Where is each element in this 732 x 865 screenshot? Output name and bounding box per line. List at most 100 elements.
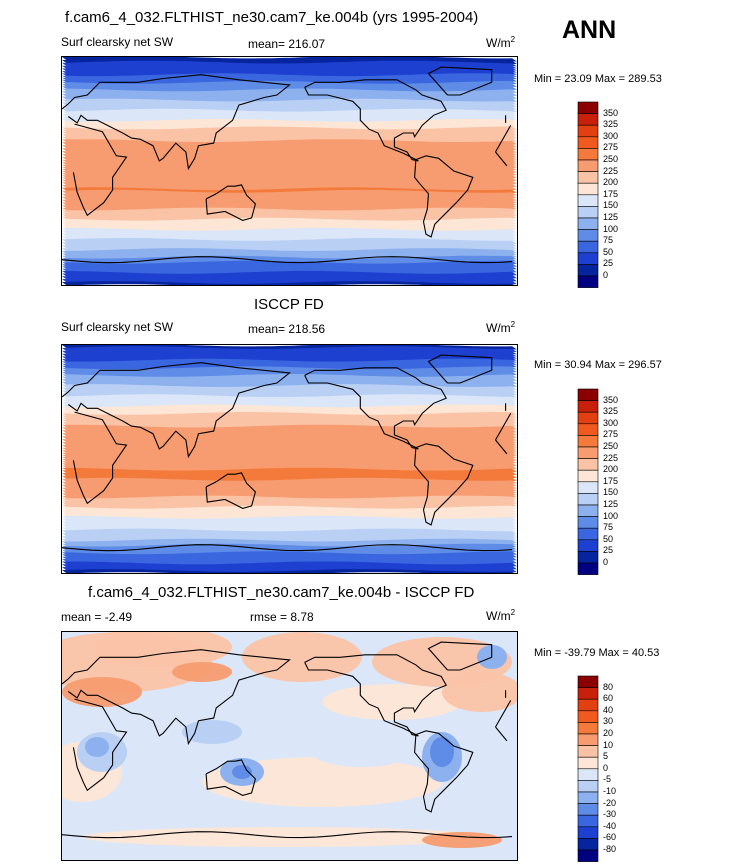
colorbar-tick-label: 25 xyxy=(603,545,614,556)
colorbar-tick-label: 100 xyxy=(603,510,619,521)
coastline-path xyxy=(72,123,512,217)
colorbar-tick-label: 225 xyxy=(603,165,619,176)
colorbar-tick-label: 350 xyxy=(603,107,619,118)
colorbar-swatch xyxy=(577,171,599,184)
colorbar-swatch xyxy=(577,493,599,506)
colorbar-tick-label: 125 xyxy=(603,499,619,509)
contour-band xyxy=(62,396,517,403)
contour-bands xyxy=(62,345,517,573)
colorbar-swatches xyxy=(577,388,599,575)
contour-band xyxy=(62,434,517,441)
coastline-antarctica xyxy=(62,544,513,552)
coastline-path xyxy=(304,79,447,162)
contour-band xyxy=(62,351,517,358)
coastlines xyxy=(62,641,513,839)
contour-bands xyxy=(62,57,517,285)
panel2-map xyxy=(61,344,518,574)
panel2-minmax: Min = 30.94 Max = 296.57 xyxy=(534,359,662,371)
colorbar-tick-label: 5 xyxy=(603,751,609,762)
panel1-map-svg xyxy=(62,57,517,285)
colorbar-tick-label: 275 xyxy=(603,142,619,153)
colorbar-tick-label: 300 xyxy=(603,130,619,141)
colorbar-swatch xyxy=(577,826,599,839)
colorbar-tick-label: 0 xyxy=(603,270,609,280)
coastline-path xyxy=(62,649,507,746)
contour-band xyxy=(62,281,515,285)
colorbar-swatch xyxy=(577,675,599,688)
contour-band xyxy=(62,60,517,67)
contour-band xyxy=(62,240,517,247)
panel2-title: ISCCP FD xyxy=(254,296,324,313)
colorbar-swatch xyxy=(577,527,599,541)
colorbar-swatch xyxy=(577,539,599,552)
colorbar-swatch xyxy=(577,159,599,172)
contour-band xyxy=(62,531,517,537)
contour-band xyxy=(62,63,517,70)
colorbar-swatch xyxy=(577,458,599,471)
colorbar-swatch xyxy=(577,516,599,529)
colorbar-tick-label: 200 xyxy=(603,177,619,188)
colorbar-swatch xyxy=(577,768,599,781)
colorbar-tick-label: 250 xyxy=(603,154,619,164)
colorbar-swatch xyxy=(577,849,599,862)
colorbar-tick-label: 50 xyxy=(603,533,614,544)
colorbar-tick-label: -30 xyxy=(603,809,617,820)
colorbar-swatch xyxy=(577,562,599,575)
coastlines xyxy=(62,66,513,264)
colorbar-swatch xyxy=(577,182,599,196)
colorbar-swatch xyxy=(577,791,599,804)
panel3-mean-label: mean = -2.49 xyxy=(61,610,133,624)
contour-band xyxy=(62,248,517,255)
contour-band xyxy=(62,394,517,401)
colorbar-tick-label: -10 xyxy=(603,786,617,796)
colorbar-swatch xyxy=(577,275,599,288)
contour-band xyxy=(62,488,517,494)
contour-band xyxy=(62,118,517,125)
colorbar-swatches xyxy=(577,101,599,288)
contour-band xyxy=(172,662,232,682)
colorbar-tick-label: 30 xyxy=(603,716,614,727)
contour-band xyxy=(62,348,517,355)
coastline-path xyxy=(414,443,474,526)
panel3-units: W/m2 xyxy=(486,608,516,623)
colorbar-tick-label: -5 xyxy=(603,774,612,785)
contour-band xyxy=(62,381,517,388)
contour-band xyxy=(62,154,517,161)
contour-band xyxy=(62,528,517,535)
contour-band xyxy=(85,737,109,757)
colorbar-swatch xyxy=(577,148,599,161)
colorbar-tick-label: 175 xyxy=(603,475,619,486)
coastline-path xyxy=(205,472,257,509)
colorbar-tick-label: 40 xyxy=(603,704,614,715)
contour-band xyxy=(62,68,517,75)
contour-band xyxy=(430,737,454,767)
contour-band xyxy=(62,146,517,153)
contour-band xyxy=(62,235,517,242)
colorbar-swatch xyxy=(577,400,599,413)
contour-band xyxy=(62,58,517,65)
colorbar-swatch xyxy=(577,838,599,851)
contour-band xyxy=(62,197,517,204)
colorbar-swatch xyxy=(577,206,599,219)
colorbar-swatch xyxy=(577,446,599,459)
contour-band xyxy=(62,536,517,543)
colorbar-swatch xyxy=(577,240,599,254)
coastline-path xyxy=(427,354,493,384)
contour-band xyxy=(62,93,517,100)
contour-band xyxy=(62,113,517,120)
contour-band xyxy=(62,391,517,398)
contour-band xyxy=(62,184,517,191)
contour-band xyxy=(62,194,517,201)
colorbar-tick-label: 100 xyxy=(603,223,619,234)
contour-band xyxy=(62,353,517,360)
coastline-antarctica xyxy=(62,831,513,839)
colorbar-tick-label: 300 xyxy=(603,417,619,428)
contour-band xyxy=(312,737,412,767)
contour-band xyxy=(62,245,517,252)
colorbar-swatch xyxy=(577,551,599,564)
panel1-map xyxy=(61,56,518,286)
coastline-path xyxy=(304,654,447,737)
contour-band xyxy=(62,159,517,166)
contour-band xyxy=(62,523,517,530)
contour-band xyxy=(232,765,252,779)
